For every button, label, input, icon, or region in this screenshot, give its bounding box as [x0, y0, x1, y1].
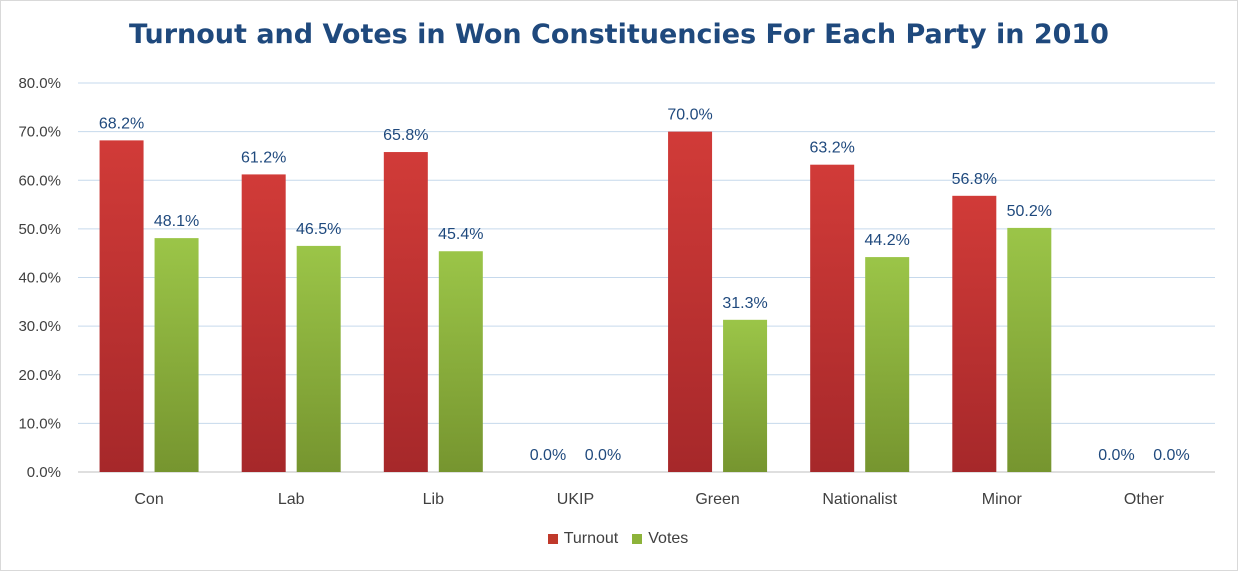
- bar-turnout-lib: [383, 152, 428, 473]
- bars: [99, 131, 1052, 473]
- data-label: 44.2%: [865, 232, 910, 249]
- data-label: 48.1%: [154, 213, 199, 230]
- x-tick-label: Minor: [982, 491, 1023, 508]
- y-tick-label: 60.0%: [18, 172, 61, 189]
- x-tick-label: UKIP: [557, 491, 594, 508]
- x-tick-label: Other: [1124, 491, 1165, 508]
- chart-title: Turnout and Votes in Won Constituencies …: [129, 19, 1109, 50]
- bar-votes-con: [154, 238, 199, 472]
- bar-turnout-lab: [241, 174, 286, 473]
- bar-votes-nationalist: [865, 257, 910, 472]
- y-tick-label: 40.0%: [18, 270, 61, 287]
- data-label: 45.4%: [438, 226, 483, 243]
- bar-votes-minor: [1007, 227, 1052, 472]
- y-tick-label: 50.0%: [18, 221, 61, 238]
- data-label: 46.5%: [296, 221, 341, 238]
- legend: Turnout Votes: [0, 530, 1236, 548]
- data-label: 50.2%: [1007, 203, 1052, 220]
- x-tick-label: Lab: [278, 491, 305, 508]
- bar-turnout-minor: [952, 195, 997, 472]
- data-label: 0.0%: [1153, 447, 1189, 464]
- y-tick-label: 30.0%: [18, 318, 61, 335]
- legend-swatch-votes: [632, 534, 643, 544]
- legend-item-turnout: Turnout: [547, 530, 619, 548]
- bar-votes-lib: [438, 251, 483, 472]
- x-tick-label: Green: [695, 491, 739, 508]
- y-tick-label: 0.0%: [27, 464, 61, 481]
- legend-swatch-turnout: [547, 534, 558, 544]
- data-label: 0.0%: [530, 447, 566, 464]
- data-label: 31.3%: [722, 295, 767, 312]
- legend-label-turnout: Turnout: [563, 530, 619, 547]
- y-tick-label: 80.0%: [18, 75, 61, 92]
- x-axis-ticks: Con Lab Lib UKIP Green Nationalist Minor Other: [134, 491, 1164, 508]
- bar-turnout-green: [668, 131, 713, 472]
- data-label: 70.0%: [667, 107, 712, 124]
- bar-votes-green: [723, 319, 768, 472]
- y-axis-ticks: 0.0% 10.0% 20.0% 30.0% 40.0% 50.0% 60.0% 70.0% 8…: [18, 75, 61, 481]
- x-tick-label: Con: [134, 491, 163, 508]
- bar-turnout-con: [99, 140, 144, 472]
- data-label: 0.0%: [1098, 447, 1134, 464]
- data-label: 63.2%: [810, 140, 855, 157]
- data-label: 0.0%: [585, 447, 621, 464]
- y-tick-label: 70.0%: [18, 124, 61, 141]
- data-labels: 68.2% 48.1% 61.2% 46.5% 65.8% 45.4% 0.0% 0.0% 70…: [99, 107, 1190, 464]
- bar-votes-lab: [296, 245, 341, 472]
- bar-turnout-nationalist: [810, 164, 855, 472]
- y-tick-label: 10.0%: [18, 415, 61, 432]
- x-tick-label: Nationalist: [822, 491, 897, 508]
- y-tick-label: 20.0%: [18, 367, 61, 384]
- data-label: 65.8%: [383, 127, 428, 144]
- legend-label-votes: Votes: [648, 530, 689, 547]
- data-label: 68.2%: [99, 115, 144, 132]
- x-tick-label: Lib: [423, 491, 444, 508]
- legend-item-votes: Votes: [632, 530, 688, 548]
- data-label: 61.2%: [241, 149, 286, 166]
- data-label: 56.8%: [952, 171, 997, 188]
